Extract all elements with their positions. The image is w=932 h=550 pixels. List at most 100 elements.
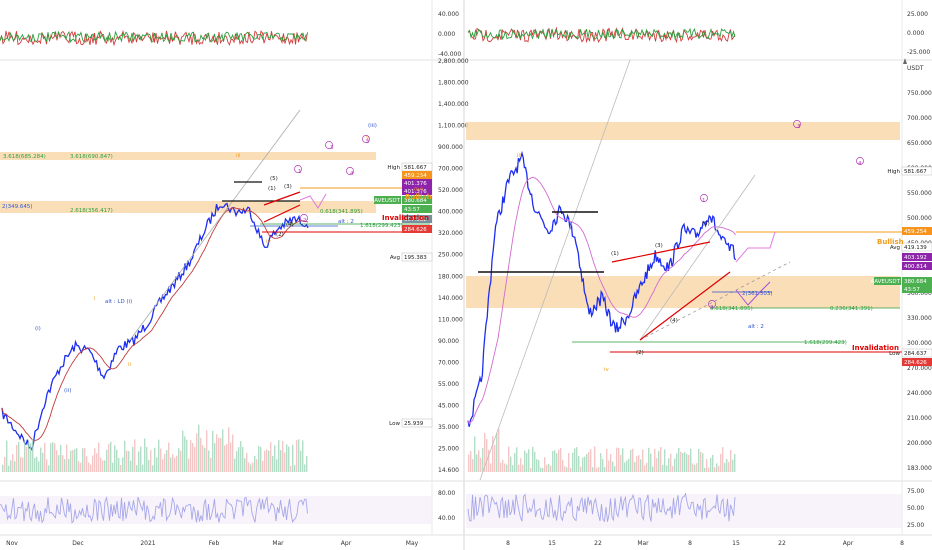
right-annotation: (2) xyxy=(636,350,644,356)
left-time-label: Nov xyxy=(6,540,18,547)
right-volume-bar xyxy=(672,466,674,472)
left-volume-bar xyxy=(4,457,6,472)
right-volume-bar xyxy=(568,453,570,472)
right-price-tag-label: AAVEUSDT xyxy=(870,279,900,285)
right-annotation: (3) xyxy=(655,243,663,249)
fib-zone-top xyxy=(466,122,900,140)
left-price-tag-label: Low xyxy=(389,421,400,427)
left-price-tag-value: 195.383 xyxy=(404,255,427,261)
right-volume-bar xyxy=(582,457,584,472)
right-annotation: 1.618(299.423) xyxy=(804,340,847,346)
right-volume-bar xyxy=(726,458,728,472)
left-volume-bar xyxy=(112,462,114,472)
right-volume-bar xyxy=(488,449,490,472)
left-volume-bar xyxy=(72,450,74,472)
right-annotation: 1 xyxy=(702,198,706,204)
left-volume-bar xyxy=(288,446,290,472)
left-volume-bar xyxy=(16,444,18,472)
right-volume-bar xyxy=(522,464,524,472)
right-volume-bar xyxy=(516,447,518,472)
left-annotation: (5) xyxy=(270,176,278,182)
right-volume-bar xyxy=(584,456,586,472)
left-volume-bar xyxy=(92,455,94,472)
left-volume-bar xyxy=(6,440,8,472)
left-volume-bar xyxy=(106,449,108,472)
left-volume-bar xyxy=(156,457,158,472)
right-volume-bar xyxy=(590,449,592,472)
left-volume-bar xyxy=(28,441,30,472)
right-volume-bar xyxy=(554,450,556,472)
left-annotation: alt : LD (i) xyxy=(105,299,132,305)
right-volume-bar xyxy=(472,459,474,472)
right-volume-bar xyxy=(500,462,502,472)
right-time-label: 8 xyxy=(506,540,510,547)
left-volume-bar xyxy=(150,450,152,472)
right-volume-bar xyxy=(496,432,498,472)
right-annotation: Bullish xyxy=(877,238,904,246)
right-volume-bar xyxy=(714,467,716,472)
left-volume-bar xyxy=(196,433,198,472)
right-volume-bar xyxy=(570,467,572,472)
left-price-tick: 140.000 xyxy=(438,295,463,302)
left-volume-bar xyxy=(164,453,166,472)
right-price-tag-value: 284.637 xyxy=(904,351,927,357)
left-volume-bar xyxy=(146,446,148,472)
right-time-label: Mar xyxy=(637,540,649,547)
right-price-tick: 550.000 xyxy=(907,190,932,197)
left-volume-bar xyxy=(108,444,110,472)
left-volume-bar xyxy=(206,430,208,472)
right-volume-bar xyxy=(560,448,562,472)
left-time-label: Dec xyxy=(72,540,84,547)
right-volume-bar xyxy=(674,458,676,472)
right-volume-bar xyxy=(650,453,652,472)
left-annotation: 3 xyxy=(330,145,334,151)
left-osc-top-tick: -40.000 xyxy=(438,51,461,58)
right-volume-bar xyxy=(720,453,722,472)
left-volume-bar xyxy=(298,439,300,472)
left-volume-bar xyxy=(254,455,256,472)
right-price-tick: 200.000 xyxy=(907,440,932,447)
right-volume-bar xyxy=(624,462,626,472)
right-volume-bar xyxy=(532,446,534,472)
left-annotation: (1) xyxy=(268,186,276,192)
right-volume-bar xyxy=(600,453,602,472)
left-volume-bar xyxy=(60,444,62,472)
right-volume-bar xyxy=(478,450,480,472)
right-price-tag-label: Low xyxy=(889,351,900,357)
left-price-tag-value: 357.532 xyxy=(404,217,427,223)
left-volume-bar xyxy=(50,443,52,472)
wave-circle-marker xyxy=(793,120,801,128)
left-volume-bar xyxy=(180,450,182,472)
right-volume-bar xyxy=(688,455,690,472)
left-volume-bar xyxy=(78,461,80,472)
right-price-tick: 360.000 xyxy=(907,290,932,297)
right-volume-bar xyxy=(540,467,542,472)
right-volume-bar xyxy=(630,449,632,472)
right-osc-top-tick: 25.000 xyxy=(907,11,928,18)
right-volume-bar xyxy=(530,467,532,472)
right-annotation: 2(361.503) xyxy=(742,291,773,297)
right-volume-bar xyxy=(616,447,618,472)
left-annotation: (iv) xyxy=(414,187,423,193)
left-volume-bar xyxy=(260,446,262,472)
right-volume-bar xyxy=(576,447,578,472)
left-price-tick: 700.000 xyxy=(438,166,463,173)
right-volume-bar xyxy=(620,454,622,472)
left-volume-bar xyxy=(170,457,172,472)
left-price-tag xyxy=(402,215,432,223)
right-volume-bar xyxy=(656,458,658,472)
right-annotation: (5) xyxy=(702,221,710,227)
right-trend-channel xyxy=(479,59,631,481)
right-volume-bar xyxy=(692,463,694,472)
right-volume-bar xyxy=(564,466,566,472)
right-volume-bar xyxy=(618,448,620,472)
right-volume-bar xyxy=(694,464,696,472)
left-volume-bar xyxy=(184,436,186,472)
right-time-label: 8 xyxy=(900,540,904,547)
left-triangle-bottom xyxy=(263,204,301,223)
right-volume-bar xyxy=(494,444,496,472)
right-volume-bar xyxy=(536,459,538,472)
right-annotation: 2 xyxy=(710,305,714,311)
left-volume-bar xyxy=(20,457,22,472)
